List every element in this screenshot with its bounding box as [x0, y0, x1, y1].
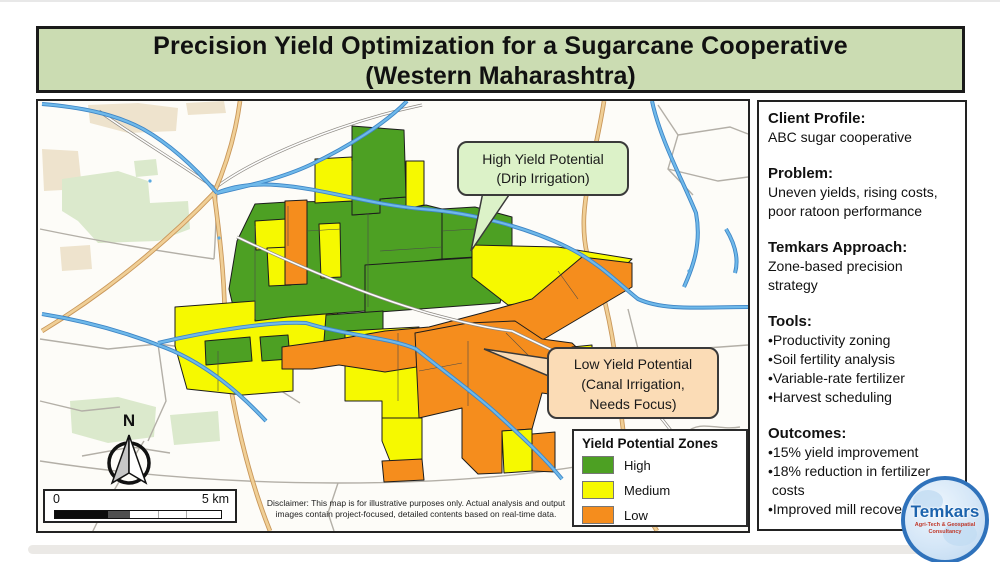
legend-item-low: Low — [582, 506, 746, 524]
legend-label-medium: Medium — [624, 482, 671, 498]
callout-high-line2: (Drip Irrigation) — [496, 170, 590, 186]
logo-name: Temkars — [910, 502, 980, 521]
section-line: Zone-based precision — [768, 258, 903, 274]
legend-swatch-high — [582, 456, 614, 474]
legend-label-low: Low — [624, 507, 648, 523]
legend-label-high: High — [624, 457, 651, 473]
section-outcomes: Outcomes: •15% yield improvement •18% re… — [768, 424, 961, 519]
section-line: •Variable-rate fertilizer — [768, 370, 905, 386]
legend-item-high: High — [582, 456, 746, 474]
section-heading: Client Profile: — [768, 110, 866, 127]
section-client-profile: Client Profile: ABC sugar cooperative — [768, 109, 961, 147]
scale-start-label: 0 — [53, 492, 60, 506]
north-label: N — [123, 411, 135, 430]
section-heading: Problem: — [768, 165, 834, 182]
scan-artifact-top — [0, 0, 1000, 2]
parcel-lines — [217, 161, 579, 406]
callout-low-yield: Low Yield Potential (Canal Irrigation, N… — [547, 347, 719, 419]
section-approach: Temkars Approach: Zone-based precision s… — [768, 238, 961, 295]
logo-tagline2: Consultancy — [928, 529, 962, 535]
page-title-line1: Precision Yield Optimization for a Sugar… — [153, 32, 848, 60]
legend-title: Yield Potential Zones — [582, 436, 719, 451]
disclaimer: Disclaimer: This map is for illustrative… — [226, 498, 606, 520]
section-heading: Outcomes: — [768, 425, 847, 442]
scan-artifact-bottom — [28, 545, 972, 554]
info-panel: Client Profile: ABC sugar cooperative Pr… — [757, 100, 967, 531]
map-legend: Yield Potential Zones High Medium Low — [572, 429, 748, 527]
section-line: poor ratoon performance — [768, 203, 923, 219]
section-heading: Tools: — [768, 313, 812, 330]
section-line: •Soil fertility analysis — [768, 351, 896, 367]
north-arrow: N — [98, 409, 160, 489]
section-tools: Tools: •Productivity zoning •Soil fertil… — [768, 312, 961, 407]
section-line: •Improved mill recovery — [768, 501, 914, 517]
disclaimer-line1: Disclaimer: This map is for illustrative… — [266, 498, 566, 508]
callout-high-yield: High Yield Potential (Drip Irrigation) — [457, 141, 629, 196]
logo-tagline1: Agri-Tech & Geospatial — [914, 522, 976, 528]
section-line: costs — [768, 482, 805, 498]
secondary-road-nw — [98, 103, 423, 190]
page-title-line2: (Western Maharashtra) — [365, 62, 636, 90]
legend-swatch-low — [582, 506, 614, 524]
section-line: •18% reduction in fertilizer — [768, 463, 931, 479]
section-line: strategy — [768, 277, 818, 293]
callout-low-line3: Needs Focus) — [589, 396, 677, 412]
scale-bar: 0 5 km — [43, 489, 237, 523]
section-line: •Productivity zoning — [768, 332, 891, 348]
section-problem: Problem: Uneven yields, rising costs, po… — [768, 164, 961, 221]
vegetation-patches — [62, 159, 220, 445]
title-banner: Precision Yield Optimization for a Sugar… — [36, 26, 965, 93]
section-line: ABC sugar cooperative — [768, 129, 912, 145]
temkars-logo: Temkars Agri-Tech & Geospatial Consultan… — [901, 476, 989, 562]
scale-end-label: 5 km — [201, 492, 229, 506]
section-heading: Temkars Approach: — [768, 239, 908, 256]
callout-low-line2: (Canal Irrigation, — [581, 376, 685, 392]
rivers — [41, 101, 748, 481]
callout-high-line1: High Yield Potential — [482, 151, 604, 167]
map-panel: High Yield Potential (Drip Irrigation) L… — [36, 99, 750, 533]
legend-swatch-medium — [582, 481, 614, 499]
legend-item-medium: Medium — [582, 481, 746, 499]
section-line: •Harvest scheduling — [768, 389, 892, 405]
section-line: •15% yield improvement — [768, 444, 919, 460]
section-line: Uneven yields, rising costs, — [768, 184, 938, 200]
disclaimer-line2: images contain project-focused, detailed… — [275, 509, 557, 519]
callout-low-line1: Low Yield Potential — [573, 356, 693, 372]
scale-bar-graphic — [54, 510, 222, 519]
